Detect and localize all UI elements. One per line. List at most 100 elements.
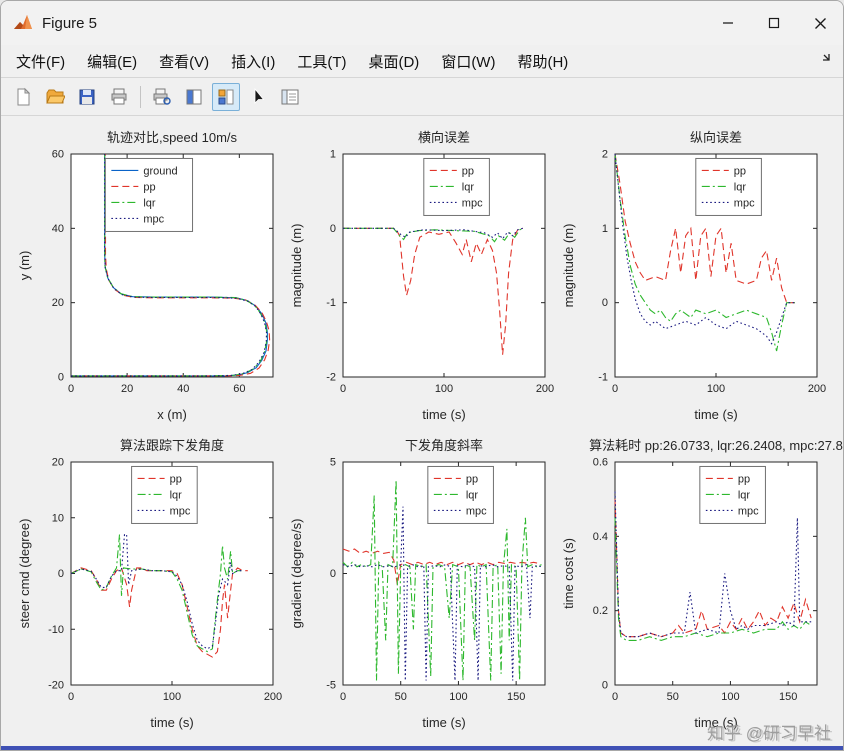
menu-item[interactable]: 编辑(E) [87, 53, 138, 71]
svg-text:mpc: mpc [170, 505, 191, 517]
svg-text:40: 40 [52, 223, 64, 235]
svg-text:gradient (degree/s): gradient (degree/s) [289, 519, 304, 629]
menu-item[interactable]: 工具(T) [297, 53, 347, 71]
open-file-button[interactable] [41, 83, 69, 111]
svg-text:lqr: lqr [462, 181, 475, 193]
svg-text:mpc: mpc [143, 213, 164, 225]
svg-text:40: 40 [177, 383, 189, 395]
toolbar [1, 78, 843, 116]
titlebar[interactable]: Figure 5 [1, 1, 843, 45]
svg-text:150: 150 [507, 691, 525, 703]
svg-text:lqr: lqr [466, 489, 479, 501]
maximize-button[interactable] [751, 1, 797, 45]
print-button[interactable] [105, 83, 133, 111]
subplot-longitudinal-error: 0 100 200 -1 0 1 2 纵向误差 time (s) magnitude (m) pp l… [559, 120, 831, 428]
svg-text:200: 200 [808, 383, 826, 395]
svg-text:ground: ground [143, 165, 177, 177]
save-figure-button[interactable] [73, 83, 101, 111]
menu-item[interactable]: 查看(V) [159, 53, 210, 71]
edit-plot-icon [254, 87, 265, 104]
svg-text:-2: -2 [326, 372, 336, 384]
svg-text:mpc: mpc [734, 197, 755, 209]
svg-text:time (s): time (s) [694, 407, 737, 422]
close-icon [814, 17, 826, 29]
svg-text:time (s): time (s) [694, 715, 737, 730]
svg-text:y (m): y (m) [17, 251, 32, 281]
svg-text:100: 100 [707, 383, 725, 395]
svg-text:0: 0 [330, 568, 336, 580]
svg-text:-5: -5 [326, 680, 336, 692]
close-button[interactable] [797, 1, 843, 45]
print-icon [111, 88, 127, 104]
print-preview-icon [153, 88, 171, 105]
svg-text:lqr: lqr [738, 489, 751, 501]
svg-text:0: 0 [612, 691, 618, 703]
svg-text:pp: pp [462, 165, 474, 177]
svg-text:200: 200 [264, 691, 282, 703]
svg-text:pp: pp [170, 473, 182, 485]
svg-text:150: 150 [779, 691, 797, 703]
matlab-figure-icon [13, 13, 33, 33]
svg-text:0.4: 0.4 [593, 531, 608, 543]
plot-browser-icon [218, 89, 234, 104]
svg-text:mpc: mpc [466, 505, 487, 517]
subplot-lateral-error: 0 100 200 -2 -1 0 1 横向误差 time (s) magnitude (m) pp… [287, 120, 559, 428]
svg-text:0: 0 [330, 223, 336, 235]
svg-text:100: 100 [721, 691, 739, 703]
menu-item[interactable]: 桌面(D) [368, 53, 420, 71]
svg-text:下发角度斜率: 下发角度斜率 [405, 438, 483, 453]
svg-text:算法跟踪下发角度: 算法跟踪下发角度 [120, 438, 224, 453]
svg-text:steer cmd (degree): steer cmd (degree) [17, 519, 32, 629]
svg-text:0: 0 [58, 568, 64, 580]
svg-text:轨迹对比,speed 10m/s: 轨迹对比,speed 10m/s [107, 130, 238, 145]
svg-text:100: 100 [163, 691, 181, 703]
svg-text:-20: -20 [48, 680, 64, 692]
svg-text:0: 0 [340, 691, 346, 703]
menu-item[interactable]: 窗口(W) [441, 53, 496, 71]
window-title: Figure 5 [42, 14, 98, 32]
window-controls [705, 1, 843, 45]
bottom-edge-bar [1, 746, 843, 750]
svg-text:lqr: lqr [170, 489, 183, 501]
svg-text:time (s): time (s) [422, 407, 465, 422]
menubar-overflow-icon[interactable] [821, 51, 835, 70]
svg-text:0: 0 [602, 680, 608, 692]
menu-item[interactable]: 插入(I) [231, 53, 276, 71]
edit-plot-button[interactable] [244, 83, 272, 111]
svg-text:算法耗时 pp:26.0733, lqr:26.2408,: 算法耗时 pp:26.0733, lqr:26.2408, mpc:27.8 [589, 438, 843, 453]
new-figure-icon [17, 87, 31, 105]
svg-text:50: 50 [395, 691, 407, 703]
svg-text:time (s): time (s) [422, 715, 465, 730]
svg-text:100: 100 [435, 383, 453, 395]
svg-text:20: 20 [121, 383, 133, 395]
print-preview-button[interactable] [148, 83, 176, 111]
minimize-button[interactable] [705, 1, 751, 45]
svg-text:200: 200 [536, 383, 554, 395]
figure-palette-button[interactable] [180, 83, 208, 111]
svg-text:2: 2 [602, 149, 608, 161]
svg-text:100: 100 [449, 691, 467, 703]
new-figure-button[interactable] [9, 83, 37, 111]
svg-text:pp: pp [738, 473, 750, 485]
subplot-gradient: 0 50 100 150 -5 0 5 下发角度斜率 time (s) gradient (deg… [287, 428, 559, 736]
svg-text:50: 50 [667, 691, 679, 703]
svg-text:-1: -1 [326, 297, 336, 309]
svg-text:0.6: 0.6 [593, 457, 608, 469]
svg-text:0: 0 [340, 383, 346, 395]
minimize-icon [723, 22, 733, 24]
menu-item[interactable]: 文件(F) [16, 53, 66, 71]
plot-browser-button[interactable] [212, 82, 240, 111]
property-editor-button[interactable] [276, 83, 304, 111]
svg-text:time cost (s): time cost (s) [561, 538, 576, 609]
save-figure-icon [79, 89, 95, 104]
svg-text:5: 5 [330, 457, 336, 469]
menu-item[interactable]: 帮助(H) [517, 53, 569, 71]
maximize-icon [768, 17, 780, 29]
svg-text:magnitude (m): magnitude (m) [561, 224, 576, 308]
svg-text:20: 20 [52, 297, 64, 309]
svg-text:x (m): x (m) [157, 407, 187, 422]
svg-text:0: 0 [68, 383, 74, 395]
svg-text:lqr: lqr [734, 181, 747, 193]
figure-palette-icon [186, 89, 202, 104]
